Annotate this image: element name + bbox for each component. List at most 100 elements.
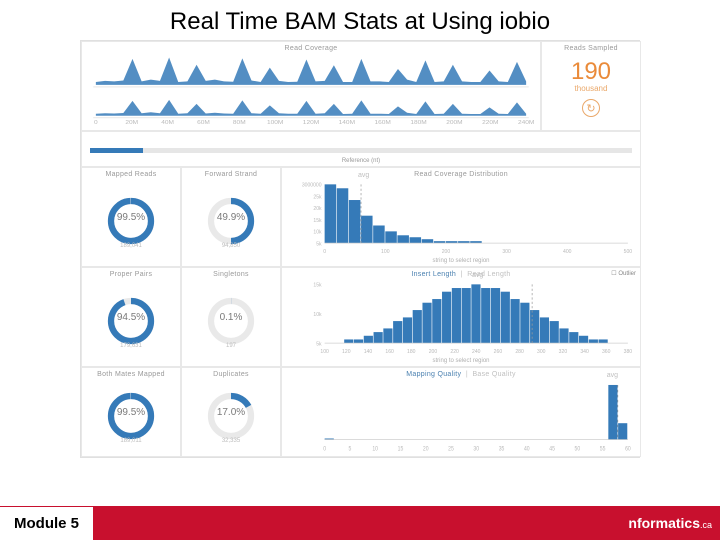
svg-text:200: 200 — [442, 249, 451, 255]
svg-text:160: 160 — [385, 349, 394, 355]
donut-pct: 99.5% — [117, 407, 145, 418]
coverage-dist-chart: 300000025k20k15k10k5k0100200300400500 — [282, 178, 640, 258]
svg-text:160M: 160M — [375, 120, 391, 125]
svg-text:260: 260 — [494, 349, 503, 355]
donut-pct: 99.5% — [117, 212, 145, 223]
outlier-label: Outlier — [618, 271, 636, 277]
donut-title: Proper Pairs — [110, 268, 153, 278]
svg-text:5: 5 — [348, 446, 351, 453]
donut-both-mates: Both Mates Mapped 99.5% 189,011 — [81, 367, 181, 457]
donut-title: Duplicates — [213, 368, 249, 378]
coverage-chart: 020M40M60M80M100M120M140M160M180M200M220… — [82, 52, 540, 130]
svg-text:3000000: 3000000 — [302, 182, 322, 188]
svg-text:0: 0 — [323, 446, 326, 453]
brand-suffix: .ca — [700, 520, 712, 530]
donut-sub: 94,850 — [222, 243, 240, 249]
svg-text:80M: 80M — [233, 120, 246, 125]
coverage-title: Read Coverage — [285, 42, 338, 52]
outlier-checkbox[interactable]: ☐ Outlier — [611, 270, 636, 277]
donut-singletons: Singletons 0.1% 197 — [181, 267, 281, 367]
svg-text:20M: 20M — [125, 120, 138, 125]
chart-caption: string to select region — [432, 258, 489, 266]
slider-caption: Reference (nt) — [342, 158, 380, 164]
svg-text:500: 500 — [624, 249, 633, 255]
svg-text:360: 360 — [602, 349, 611, 355]
svg-text:240M: 240M — [518, 120, 534, 125]
footer: Module 5 nformatics.ca — [0, 506, 720, 540]
svg-text:35: 35 — [499, 446, 505, 453]
svg-text:220: 220 — [450, 349, 459, 355]
donut-title: Forward Strand — [205, 168, 257, 178]
svg-text:10: 10 — [372, 446, 378, 453]
dashboard: Read Coverage 0 20M 40M 60M 80M 100M 120M 140M 1… — [80, 40, 640, 458]
svg-text:20: 20 — [423, 446, 429, 453]
svg-text:40: 40 — [524, 446, 530, 453]
svg-text:200M: 200M — [446, 120, 462, 125]
svg-text:300: 300 — [502, 249, 511, 255]
svg-text:240: 240 — [472, 349, 481, 355]
length-dist-panel: Insert Length | Read Length ☐ Outlier av… — [281, 267, 641, 367]
coverage-dist-panel: Read Coverage Distribution avg 300000025… — [281, 167, 641, 267]
coverage-dist-title: Read Coverage Distribution — [414, 168, 508, 178]
svg-text:60: 60 — [625, 446, 631, 453]
svg-text:10k: 10k — [313, 229, 322, 235]
svg-text:10k: 10k — [313, 312, 322, 318]
donut-proper-pairs: Proper Pairs 94.5% 179,631 — [81, 267, 181, 367]
svg-text:45: 45 — [549, 446, 555, 453]
svg-text:120M: 120M — [303, 120, 319, 125]
donut-sub: 189,041 — [120, 243, 142, 249]
donut-pct: 17.0% — [217, 407, 245, 418]
page-title: Real Time BAM Stats at Using iobio — [0, 0, 720, 40]
tab-mapping-quality[interactable]: Mapping Quality — [406, 371, 461, 378]
svg-text:55: 55 — [600, 446, 606, 453]
svg-text:15k: 15k — [313, 282, 322, 288]
refresh-icon[interactable]: ↻ — [582, 99, 600, 117]
svg-text:100M: 100M — [267, 120, 283, 125]
tab-base-quality[interactable]: Base Quality — [472, 371, 515, 378]
donut-sub: 179,631 — [120, 343, 142, 349]
svg-text:15k: 15k — [313, 218, 322, 224]
svg-text:100: 100 — [320, 349, 329, 355]
donut-title: Mapped Reads — [105, 168, 156, 178]
svg-text:60M: 60M — [197, 120, 210, 125]
quality-dist-panel: Mapping Quality | Base Quality avg 05101… — [281, 367, 641, 457]
svg-text:5k: 5k — [316, 341, 322, 347]
svg-text:100: 100 — [381, 249, 390, 255]
donut-pct: 0.1% — [220, 312, 243, 323]
svg-text:20k: 20k — [313, 206, 322, 212]
slider-fill[interactable] — [90, 148, 143, 153]
svg-text:25k: 25k — [313, 194, 322, 200]
svg-text:180: 180 — [407, 349, 416, 355]
svg-text:140: 140 — [364, 349, 373, 355]
reads-sampled-title: Reads Sampled — [564, 42, 618, 52]
donut-forward-strand: Forward Strand 49.9% 94,850 — [181, 167, 281, 267]
slider-track[interactable] — [90, 148, 632, 153]
tab-insert-length[interactable]: Insert Length — [411, 271, 456, 278]
svg-text:0: 0 — [94, 120, 98, 125]
length-tabs: Insert Length | Read Length — [411, 268, 510, 278]
svg-text:140M: 140M — [339, 120, 355, 125]
svg-text:5k: 5k — [316, 241, 322, 247]
svg-text:220M: 220M — [482, 120, 498, 125]
svg-text:400: 400 — [563, 249, 572, 255]
reads-sampled-unit: thousand — [575, 84, 608, 93]
donut-pct: 94.5% — [117, 312, 145, 323]
donut-sub: 32,335 — [222, 438, 240, 444]
donut-sub: 197 — [226, 343, 236, 349]
svg-text:120: 120 — [342, 349, 351, 355]
svg-text:280: 280 — [515, 349, 524, 355]
coverage-panel: Read Coverage 0 20M 40M 60M 80M 100M 120M 140M 1… — [81, 41, 541, 131]
donut-title: Both Mates Mapped — [97, 368, 165, 378]
svg-text:200: 200 — [429, 349, 438, 355]
svg-text:25: 25 — [448, 446, 454, 453]
donut-pct: 49.9% — [217, 212, 245, 223]
donut-title: Singletons — [213, 268, 249, 278]
svg-text:15: 15 — [398, 446, 404, 453]
reads-sampled-value: 190 — [571, 58, 611, 86]
donut-mapped-reads: Mapped Reads 99.5% 189,041 — [81, 167, 181, 267]
chart-caption: string to select region — [432, 358, 489, 366]
svg-text:380: 380 — [624, 349, 633, 355]
svg-text:40M: 40M — [161, 120, 174, 125]
brand-text: nformatics — [628, 515, 700, 531]
donut-duplicates: Duplicates 17.0% 32,335 — [181, 367, 281, 457]
